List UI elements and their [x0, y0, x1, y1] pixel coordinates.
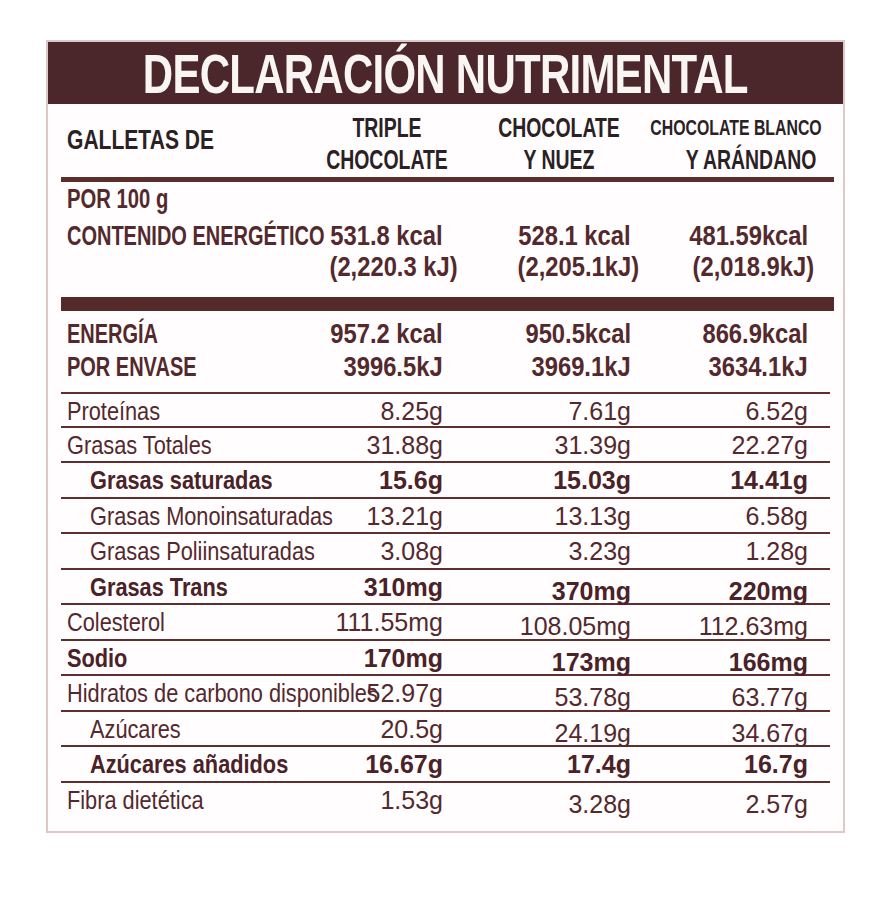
- nutrient-name: Fibra dietética: [67, 786, 204, 815]
- nutrient-row: Hidratos de carbono disponibles52.97g 53.…: [61, 676, 830, 712]
- nutrient-value: 31.39g: [555, 431, 631, 460]
- nutrient-row: Azúcares añadidos 16.67g 17.4g 16.7g: [61, 747, 830, 783]
- nutrient-value: 170mg: [364, 644, 443, 673]
- nutrient-value: 370mg: [552, 577, 631, 606]
- nutrient-row: Sodio 170mg 173mg 166mg: [61, 641, 830, 677]
- nutrient-value: 14.41g: [730, 466, 808, 495]
- nutrient-value: 166mg: [729, 648, 808, 677]
- nutrient-value: 8.25g: [380, 397, 443, 426]
- nutrient-value: 13.13g: [555, 502, 631, 531]
- nutrient-name: Grasas Trans: [90, 573, 228, 602]
- nutrient-row: Grasas saturadas 15.6g 15.03g 14.41g: [61, 463, 830, 499]
- nutrient-row: Grasas Trans 310mg 370mg 220mg: [61, 570, 830, 606]
- nutrient-name: Colesterol: [67, 608, 165, 637]
- nutrient-value: 112.63mg: [699, 612, 808, 641]
- nutrient-row: Grasas Totales 31.88g 31.39g 22.27g: [61, 428, 830, 464]
- nutrient-value: 22.27g: [732, 431, 808, 460]
- energy-per-package-kj-row: POR ENVASE 3996.5kJ 3969.1kJ 3634.1kJ: [48, 352, 843, 384]
- nutrient-row: Grasas Poliinsaturadas 3.08g 3.23g 1.28g: [61, 534, 830, 570]
- nutrient-value: 6.52g: [745, 397, 808, 426]
- energy-per-package-kcal-row: ENERGÍA 957.2 kcal 950.5kcal 866.9kcal: [48, 319, 843, 351]
- energy-content-row: CONTENIDO ENERGÉTICO 531.8 kcal 528.1 kc…: [48, 221, 843, 253]
- title-bar: DECLARACIÓN NUTRIMENTAL: [48, 42, 843, 104]
- energy-content-kj-row: (2,220.3 kJ) (2,205.1kJ) (2,018.9kJ): [48, 252, 843, 284]
- nutrient-value: 3.23g: [568, 537, 631, 566]
- column-header-chocolate-blanco: CHOCOLATE BLANCO Y ARÁNDANO: [616, 112, 856, 176]
- nutrient-row: Azúcares 20.5g 24.19g 34.67g: [61, 712, 830, 748]
- nutrient-value: 15.03g: [553, 466, 631, 495]
- nutrient-value: 53.78g: [555, 683, 631, 712]
- nutrient-value: 17.4g: [567, 750, 631, 779]
- product-label: GALLETAS DE: [67, 125, 214, 156]
- nutrient-row: Colesterol 111.55mg 108.05mg 112.63mg: [61, 605, 830, 641]
- nutrient-row: Proteínas 8.25g 7.61g 6.52g: [61, 392, 830, 428]
- nutrient-name: Sodio: [67, 644, 127, 673]
- nutrient-name: Hidratos de carbono disponibles: [67, 679, 378, 708]
- section-divider-bar: [61, 297, 834, 311]
- nutrient-value: 34.67g: [732, 719, 808, 748]
- nutrient-name: Grasas Poliinsaturadas: [90, 537, 315, 566]
- nutrient-value: 173mg: [552, 648, 631, 677]
- nutrient-value: 3.08g: [380, 537, 443, 566]
- nutrient-value: 6.58g: [745, 502, 808, 531]
- nutrient-value: 111.55mg: [336, 608, 443, 637]
- nutrient-value: 13.21g: [367, 502, 443, 531]
- nutrient-name: Azúcares: [90, 715, 181, 744]
- nutrient-value: 63.77g: [732, 683, 808, 712]
- nutrient-name: Grasas Monoinsaturadas: [90, 502, 333, 531]
- nutrient-value: 220mg: [729, 577, 808, 606]
- nutrient-table: Proteínas 8.25g 7.61g 6.52g Grasas Totales 31…: [48, 392, 843, 818]
- page-title: DECLARACIÓN NUTRIMENTAL: [143, 41, 748, 106]
- nutrient-value: 52.97g: [367, 679, 443, 708]
- header-divider: [61, 177, 834, 182]
- nutrient-value: 310mg: [364, 573, 443, 602]
- nutrient-name: Proteínas: [67, 397, 160, 426]
- nutrient-row: Fibra dietética 1.53g 3.28g 2.57g: [61, 783, 830, 819]
- nutrient-value: 1.53g: [380, 786, 443, 815]
- nutrient-value: 20.5g: [380, 715, 443, 744]
- nutrient-value: 3.28g: [568, 790, 631, 819]
- nutrient-value: 24.19g: [555, 719, 631, 748]
- nutrient-value: 108.05mg: [520, 612, 631, 641]
- nutrient-value: 1.28g: [745, 537, 808, 566]
- nutrient-name: Azúcares añadidos: [90, 750, 288, 779]
- nutrient-value: 7.61g: [568, 397, 631, 426]
- nutrition-label: DECLARACIÓN NUTRIMENTAL GALLETAS DE TRIP…: [46, 40, 845, 833]
- nutrient-value: 15.6g: [379, 466, 443, 495]
- nutrient-row: Grasas Monoinsaturadas 13.21g 13.13g 6.58g: [61, 499, 830, 535]
- nutrient-value: 16.7g: [744, 750, 808, 779]
- nutrient-name: Grasas saturadas: [90, 466, 273, 495]
- per-100g-label: POR 100 g: [67, 184, 168, 215]
- nutrient-value: 2.57g: [745, 790, 808, 819]
- nutrient-value: 31.88g: [367, 431, 443, 460]
- nutrient-name: Grasas Totales: [67, 431, 212, 460]
- nutrient-value: 16.67g: [365, 750, 443, 779]
